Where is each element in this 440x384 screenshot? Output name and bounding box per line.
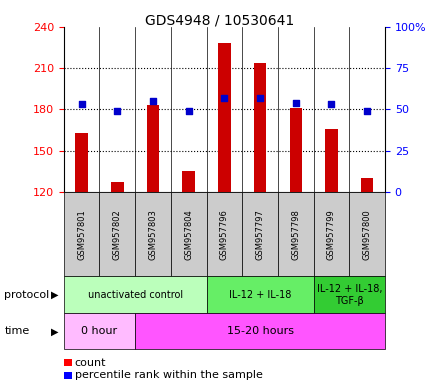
Bar xyxy=(361,178,374,192)
Bar xyxy=(135,313,385,349)
Point xyxy=(363,108,370,114)
Text: ▶: ▶ xyxy=(51,326,58,336)
Text: protocol: protocol xyxy=(4,290,50,300)
Text: time: time xyxy=(4,326,29,336)
Text: ▶: ▶ xyxy=(51,290,58,300)
Text: unactivated control: unactivated control xyxy=(88,290,183,300)
Text: GSM957796: GSM957796 xyxy=(220,209,229,260)
Point xyxy=(185,108,192,114)
Point xyxy=(114,108,121,114)
Bar xyxy=(183,171,195,192)
Bar xyxy=(64,192,99,276)
Bar xyxy=(99,192,135,276)
Point xyxy=(78,101,85,108)
Bar xyxy=(206,276,314,313)
Text: GDS4948 / 10530641: GDS4948 / 10530641 xyxy=(145,13,295,27)
Text: 0 hour: 0 hour xyxy=(81,326,117,336)
Text: GSM957802: GSM957802 xyxy=(113,209,122,260)
Bar xyxy=(349,192,385,276)
Bar xyxy=(254,63,266,192)
Text: GSM957799: GSM957799 xyxy=(327,209,336,260)
Bar xyxy=(218,43,231,192)
Text: count: count xyxy=(75,358,106,368)
Point xyxy=(328,101,335,108)
Text: IL-12 + IL-18: IL-12 + IL-18 xyxy=(229,290,291,300)
Bar xyxy=(64,276,206,313)
Bar xyxy=(135,192,171,276)
Text: percentile rank within the sample: percentile rank within the sample xyxy=(75,370,263,380)
Bar xyxy=(278,192,314,276)
Text: IL-12 + IL-18,
TGF-β: IL-12 + IL-18, TGF-β xyxy=(316,284,382,306)
Bar xyxy=(290,108,302,192)
Bar xyxy=(314,276,385,313)
Text: 15-20 hours: 15-20 hours xyxy=(227,326,293,336)
Text: GSM957797: GSM957797 xyxy=(256,209,264,260)
Point xyxy=(221,95,228,101)
Bar xyxy=(75,133,88,192)
Point xyxy=(257,95,264,101)
Bar xyxy=(325,129,338,192)
Text: GSM957801: GSM957801 xyxy=(77,209,86,260)
Bar xyxy=(314,192,349,276)
Text: GSM957803: GSM957803 xyxy=(149,209,158,260)
Bar xyxy=(171,192,206,276)
Point xyxy=(292,100,299,106)
Text: GSM957798: GSM957798 xyxy=(291,209,300,260)
Text: GSM957804: GSM957804 xyxy=(184,209,193,260)
Point xyxy=(150,98,157,104)
Bar xyxy=(64,313,135,349)
Text: GSM957800: GSM957800 xyxy=(363,209,372,260)
Bar xyxy=(206,192,242,276)
Bar xyxy=(111,182,124,192)
Bar xyxy=(242,192,278,276)
Bar xyxy=(147,105,159,192)
